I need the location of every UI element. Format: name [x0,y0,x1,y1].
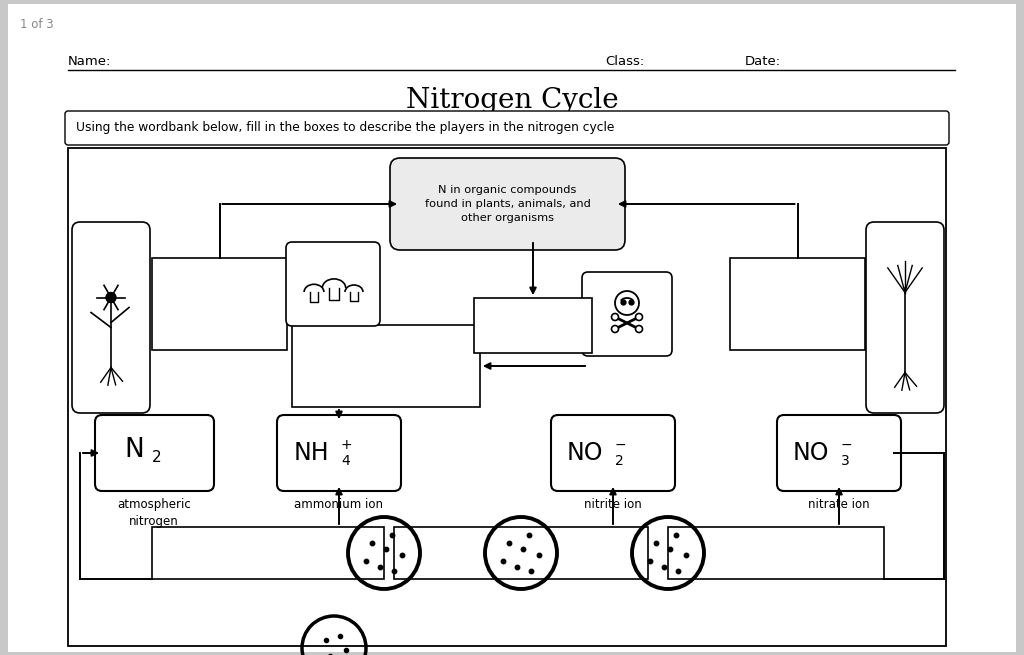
FancyBboxPatch shape [668,527,884,579]
Text: NO: NO [793,441,829,465]
Circle shape [636,326,642,333]
Text: nitrate ion: nitrate ion [808,498,869,511]
FancyBboxPatch shape [394,527,648,579]
Text: 3: 3 [841,454,850,468]
FancyBboxPatch shape [292,325,480,407]
FancyBboxPatch shape [152,258,287,350]
Text: Class:: Class: [605,55,644,68]
FancyBboxPatch shape [65,111,949,145]
FancyBboxPatch shape [866,222,944,413]
FancyBboxPatch shape [582,272,672,356]
FancyBboxPatch shape [72,222,150,413]
Text: 2: 2 [615,454,624,468]
Text: −: − [615,438,627,452]
FancyBboxPatch shape [8,4,1016,652]
Text: 4: 4 [341,454,350,468]
Circle shape [611,326,618,333]
Text: Using the wordbank below, fill in the boxes to describe the players in the nitro: Using the wordbank below, fill in the bo… [76,121,614,134]
FancyBboxPatch shape [390,158,625,250]
FancyBboxPatch shape [777,415,901,491]
FancyBboxPatch shape [68,148,946,646]
Circle shape [615,291,639,315]
Text: NH: NH [293,441,329,465]
Text: ammonium ion: ammonium ion [295,498,384,511]
FancyBboxPatch shape [95,415,214,491]
Text: nitrite ion: nitrite ion [584,498,642,511]
FancyBboxPatch shape [474,298,592,353]
FancyBboxPatch shape [286,242,380,326]
Text: 2: 2 [152,451,162,466]
Text: Nitrogen Cycle: Nitrogen Cycle [406,86,618,113]
Text: N: N [124,437,144,463]
FancyBboxPatch shape [730,258,865,350]
FancyBboxPatch shape [152,527,384,579]
Text: Name:: Name: [68,55,112,68]
Text: 1 of 3: 1 of 3 [20,18,53,31]
Circle shape [106,293,116,303]
FancyBboxPatch shape [278,415,401,491]
Text: −: − [841,438,853,452]
FancyBboxPatch shape [551,415,675,491]
Text: atmospheric
nitrogen: atmospheric nitrogen [117,498,190,528]
Text: N in organic compounds
found in plants, animals, and
other organisms: N in organic compounds found in plants, … [425,185,591,223]
Circle shape [636,314,642,320]
Text: +: + [341,438,352,452]
Circle shape [611,314,618,320]
Text: NO: NO [566,441,603,465]
Text: Date:: Date: [745,55,781,68]
